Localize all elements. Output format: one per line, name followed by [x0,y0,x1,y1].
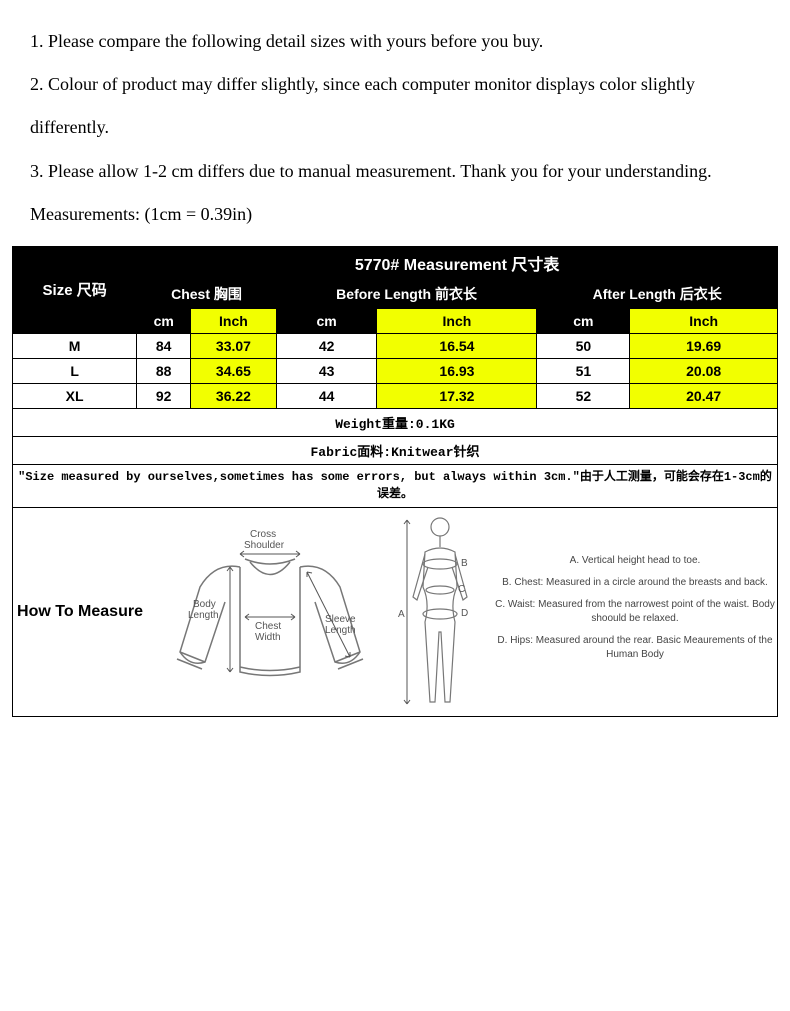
measure-legend: A. Vertical height head to toe. B. Chest… [495,554,775,670]
how-to-measure-cell: How To Measure [13,507,778,716]
cell-cm: 92 [137,383,191,408]
header-before-length: Before Length 前衣长 [276,279,537,308]
cell-cm: 84 [137,333,191,358]
header-inch: Inch [191,308,277,333]
label-body-length: Length [188,610,219,621]
cell-inch: 16.54 [377,333,537,358]
label-chest-width: Width [255,632,281,643]
table-row: L 88 34.65 43 16.93 51 20.08 [13,358,778,383]
cell-inch: 33.07 [191,333,277,358]
cell-inch: 36.22 [191,383,277,408]
label-body-length: Body [193,599,216,610]
header-after-length: After Length 后衣长 [537,279,778,308]
cell-inch: 34.65 [191,358,277,383]
label-cross-shoulder: Cross [250,529,276,540]
header-chest: Chest 胸围 [137,279,277,308]
cell-cm: 52 [537,383,630,408]
legend-a: A. Vertical height head to toe. [495,554,775,568]
cell-cm: 51 [537,358,630,383]
label-c: C [458,584,465,595]
legend-d: D. Hips: Measured around the rear. Basic… [495,634,775,662]
label-chest-width: Chest [255,621,281,632]
size-table: Size 尺码 5770# Measurement 尺寸表 Chest 胸围 B… [12,246,778,717]
header-cm: cm [137,308,191,333]
cell-cm: 88 [137,358,191,383]
cell-inch: 20.08 [630,358,778,383]
label-cross-shoulder: Shoulder [244,540,285,551]
label-sleeve-length: Length [325,625,356,636]
body-diagram-icon: A B C D [395,512,485,712]
cell-cm: 50 [537,333,630,358]
label-sleeve-length: Sleeve [325,614,356,625]
cell-inch: 20.47 [630,383,778,408]
weight-row: Weight重量:0.1KG [13,408,778,436]
note-1: 1. Please compare the following detail s… [30,20,760,63]
note-4: Measurements: (1cm = 0.39in) [30,193,760,236]
notes-block: 1. Please compare the following detail s… [0,0,790,246]
shirt-diagram-icon: Cross Shoulder Body Length Chest [155,517,385,707]
label-a: A [398,609,405,620]
label-b: B [461,558,468,569]
legend-b: B. Chest: Measured in a circle around th… [495,576,775,590]
cell-size: M [13,333,137,358]
cell-inch: 19.69 [630,333,778,358]
cell-inch: 17.32 [377,383,537,408]
label-d: D [461,608,468,619]
table-row: XL 92 36.22 44 17.32 52 20.47 [13,383,778,408]
header-inch: Inch [377,308,537,333]
cell-inch: 16.93 [377,358,537,383]
table-row: M 84 33.07 42 16.54 50 19.69 [13,333,778,358]
how-to-measure-heading: How To Measure [15,603,145,621]
header-cm: cm [537,308,630,333]
header-size: Size 尺码 [13,246,137,333]
note-2: 2. Colour of product may differ slightly… [30,63,760,149]
cell-cm: 43 [276,358,377,383]
legend-c: C. Waist: Measured from the narrowest po… [495,598,775,626]
fabric-row: Fabric面料:Knitwear针织 [13,436,778,464]
cell-size: XL [13,383,137,408]
header-inch: Inch [630,308,778,333]
disclaimer-row: "Size measured by ourselves,sometimes ha… [13,464,778,507]
header-title: 5770# Measurement 尺寸表 [137,246,778,279]
header-cm: cm [276,308,377,333]
cell-cm: 42 [276,333,377,358]
cell-size: L [13,358,137,383]
cell-cm: 44 [276,383,377,408]
note-3: 3. Please allow 1-2 cm differs due to ma… [30,150,760,193]
size-table-wrap: Size 尺码 5770# Measurement 尺寸表 Chest 胸围 B… [0,246,790,717]
